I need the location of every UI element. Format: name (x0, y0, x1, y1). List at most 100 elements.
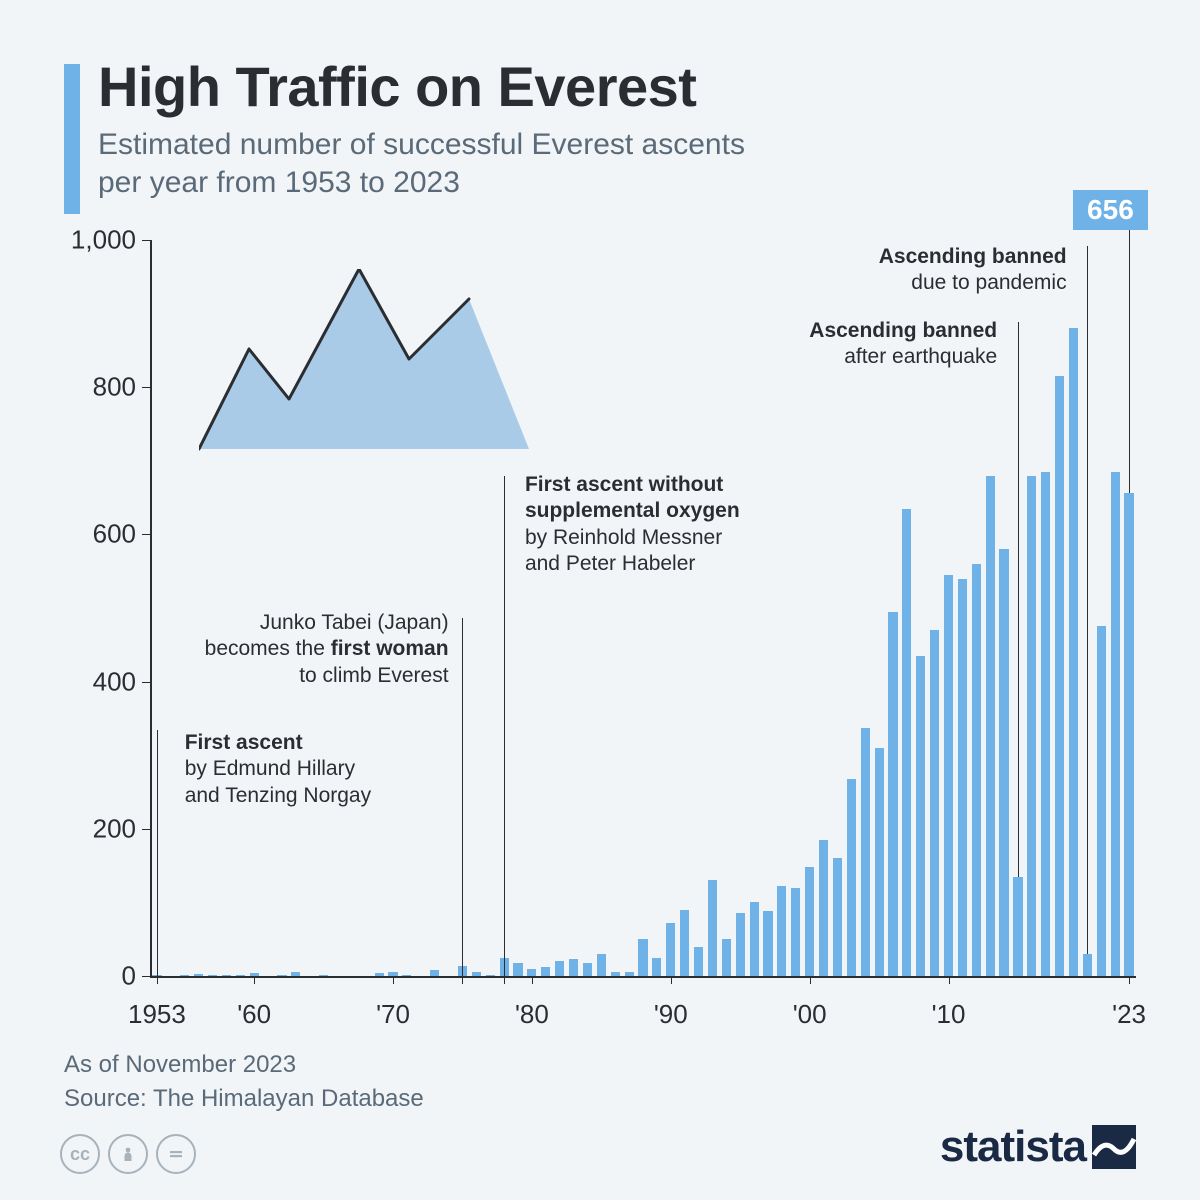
badge-connector (1129, 202, 1130, 493)
bar (791, 888, 800, 976)
bar (944, 575, 953, 976)
bar (861, 728, 870, 976)
y-tick-label: 0 (64, 961, 136, 992)
x-tick-label: '10 (932, 999, 966, 1030)
footer-notes: As of November 2023 Source: The Himalaya… (64, 1048, 424, 1115)
y-tick (142, 682, 150, 683)
bar (1111, 472, 1120, 976)
bar (541, 967, 550, 976)
x-tick (532, 976, 533, 984)
bar (916, 656, 925, 976)
cc-nd-icon (156, 1134, 196, 1174)
bar (972, 564, 981, 976)
y-tick (142, 829, 150, 830)
bar (777, 886, 786, 976)
x-tick (949, 976, 950, 984)
x-tick-label: 1953 (128, 999, 186, 1030)
bar (1027, 476, 1036, 976)
bar (1069, 328, 1078, 976)
bar (736, 913, 745, 976)
x-axis (150, 976, 1136, 978)
cc-by-icon (108, 1134, 148, 1174)
x-tick-label: '60 (237, 999, 271, 1030)
x-tick (671, 976, 672, 984)
bar (1013, 877, 1022, 976)
x-tick (157, 976, 158, 984)
bar (666, 923, 675, 976)
x-tick-label: '00 (793, 999, 827, 1030)
bar (1097, 626, 1106, 976)
annotation-line (157, 730, 158, 976)
bar (597, 954, 606, 976)
bar (652, 958, 661, 976)
bar (722, 939, 731, 976)
x-tick-label: '90 (654, 999, 688, 1030)
bar (958, 579, 967, 976)
bar (930, 630, 939, 976)
bar (763, 911, 772, 976)
bar (680, 910, 689, 976)
bar (833, 858, 842, 976)
annotation-line (462, 618, 463, 976)
x-tick (393, 976, 394, 984)
annotation-earthquake: Ascending bannedafter earthquake (809, 318, 997, 371)
x-tick (462, 976, 463, 984)
y-tick (142, 976, 150, 977)
y-tick-label: 400 (64, 666, 136, 697)
bar (555, 961, 564, 976)
x-tick (504, 976, 505, 984)
y-tick (142, 387, 150, 388)
y-tick-label: 200 (64, 813, 136, 844)
bar (986, 476, 995, 976)
bar (805, 867, 814, 976)
bar (694, 947, 703, 976)
plot-area: First ascentby Edmund Hillaryand Tenzing… (150, 240, 1136, 976)
final-value-badge: 656 (1073, 190, 1148, 230)
y-tick-label: 1,000 (64, 225, 136, 256)
y-tick-label: 800 (64, 372, 136, 403)
x-tick-label: '70 (376, 999, 410, 1030)
bar (888, 612, 897, 976)
bar (999, 549, 1008, 976)
accent-bar (64, 64, 80, 214)
annotation-pandemic: Ascending banneddue to pandemic (879, 244, 1067, 297)
annotation-line (504, 476, 505, 976)
y-tick (142, 240, 150, 241)
bar (750, 902, 759, 976)
bar (847, 779, 856, 976)
footer-source: Source: The Himalayan Database (64, 1082, 424, 1116)
footer-asof: As of November 2023 (64, 1048, 424, 1082)
x-tick (254, 976, 255, 984)
statista-logo: statista (940, 1122, 1136, 1172)
annotation-line (1018, 322, 1019, 877)
chart-title: High Traffic on Everest (98, 54, 696, 119)
annotation-first-ascent: First ascentby Edmund Hillaryand Tenzing… (185, 730, 371, 809)
bar (569, 959, 578, 976)
bar (875, 748, 884, 976)
y-tick-label: 600 (64, 519, 136, 550)
y-axis (150, 240, 152, 976)
bar (1124, 493, 1133, 976)
cc-icon: cc (60, 1134, 100, 1174)
x-tick (810, 976, 811, 984)
cc-license-icons: cc (60, 1134, 196, 1174)
bar (1041, 472, 1050, 976)
annotation-first-woman: Junko Tabei (Japan)becomes the first wom… (205, 610, 449, 689)
chart-subtitle: Estimated number of successful Everest a… (98, 126, 778, 201)
bar (819, 840, 828, 976)
bar (527, 969, 536, 976)
bar (638, 939, 647, 976)
bar (1083, 954, 1092, 976)
bar (513, 963, 522, 976)
statista-wave-icon (1092, 1125, 1136, 1169)
bar (583, 963, 592, 976)
y-tick (142, 534, 150, 535)
x-tick (1129, 976, 1130, 984)
statista-text: statista (940, 1122, 1086, 1172)
bar (1055, 376, 1064, 976)
bar (708, 880, 717, 976)
annotation-no-oxygen: First ascent withoutsupplemental oxygenb… (525, 472, 740, 577)
mountain-icon (199, 269, 539, 464)
chart-area: First ascentby Edmund Hillaryand Tenzing… (64, 240, 1136, 1030)
x-tick-label: '23 (1112, 999, 1146, 1030)
